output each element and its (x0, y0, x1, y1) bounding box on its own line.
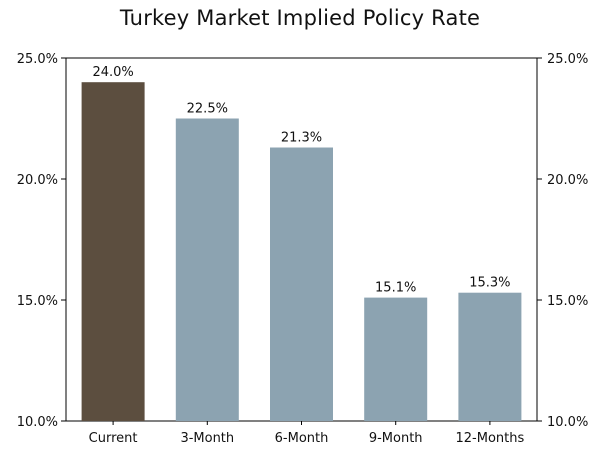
category-label-3-month: 3-Month (180, 431, 234, 446)
bar-9-month (364, 297, 428, 421)
right-y-tick-label: 20.0% (547, 173, 588, 188)
left-y-tick-label: 10.0% (17, 415, 58, 430)
left-y-axis: 10.0% 15.0% 20.0% 25.0% (17, 52, 66, 430)
category-label-current: Current (89, 431, 138, 446)
data-labels-group: 24.0% 22.5% 21.3% 15.1% 15.3% (92, 65, 510, 295)
x-axis: Current 3-Month 6-Month 9-Month 12-Months (89, 421, 525, 446)
right-y-tick-label: 25.0% (547, 52, 588, 67)
data-label-12-months: 15.3% (469, 276, 510, 291)
left-y-tick-label: 25.0% (17, 52, 58, 67)
bar-12-months (458, 292, 522, 421)
category-label-6-month: 6-Month (275, 431, 329, 446)
left-y-tick-label: 15.0% (17, 294, 58, 309)
data-label-9-month: 15.1% (375, 281, 416, 296)
bars-group (81, 82, 522, 421)
category-label-12-months: 12-Months (456, 431, 525, 446)
left-y-tick-label: 20.0% (17, 173, 58, 188)
bar-3-month (175, 118, 239, 421)
data-label-current: 24.0% (92, 65, 133, 80)
right-y-tick-label: 15.0% (547, 294, 588, 309)
chart-title: Turkey Market Implied Policy Rate (119, 6, 481, 30)
data-label-3-month: 22.5% (187, 102, 228, 117)
data-label-6-month: 21.3% (281, 131, 322, 146)
bar-current (81, 82, 145, 421)
bar-6-month (270, 147, 333, 421)
category-label-9-month: 9-Month (369, 431, 423, 446)
right-y-tick-label: 10.0% (547, 415, 588, 430)
right-y-axis: 10.0% 15.0% 20.0% 25.0% (537, 52, 588, 430)
